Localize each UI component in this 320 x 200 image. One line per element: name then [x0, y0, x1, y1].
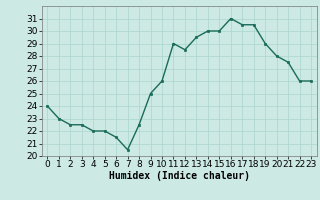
X-axis label: Humidex (Indice chaleur): Humidex (Indice chaleur) — [109, 171, 250, 181]
